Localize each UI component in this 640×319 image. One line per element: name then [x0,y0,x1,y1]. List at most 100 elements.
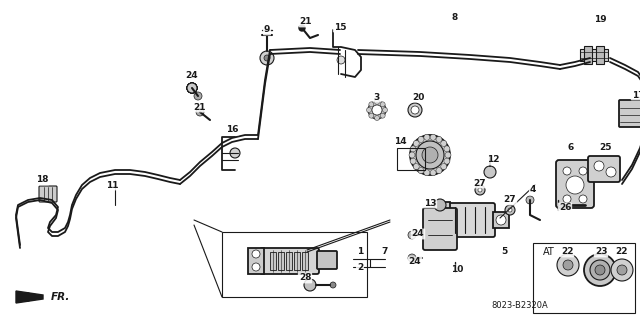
Circle shape [304,279,316,291]
Circle shape [187,83,197,93]
Text: 18: 18 [36,175,48,184]
Text: FR.: FR. [51,292,70,302]
Circle shape [424,134,430,140]
Bar [222,232,367,297]
Circle shape [372,105,382,115]
Text: 21: 21 [194,102,206,112]
Text: 15: 15 [333,23,346,32]
Circle shape [418,167,424,174]
Text: 22: 22 [561,248,573,256]
Circle shape [413,164,419,170]
Circle shape [557,254,579,276]
Circle shape [408,231,416,239]
Circle shape [187,83,197,93]
FancyBboxPatch shape [588,156,620,182]
FancyBboxPatch shape [317,251,337,269]
Circle shape [606,167,616,177]
Circle shape [252,250,260,258]
Circle shape [424,170,430,176]
Bar [580,49,608,61]
Circle shape [444,146,450,152]
Circle shape [430,170,436,176]
Bar [584,46,592,64]
Circle shape [187,83,197,93]
Circle shape [590,260,610,280]
Circle shape [439,226,447,234]
Circle shape [595,265,605,275]
Circle shape [439,206,447,214]
Circle shape [411,106,419,114]
Circle shape [380,113,385,118]
Circle shape [563,167,571,175]
Circle shape [410,135,450,175]
Circle shape [475,185,485,195]
Bar [286,252,292,270]
Circle shape [410,146,416,152]
Circle shape [436,137,442,142]
Bar [302,252,308,270]
FancyBboxPatch shape [619,100,640,127]
Text: 20: 20 [412,93,424,101]
Text: 5: 5 [501,248,507,256]
Circle shape [409,152,415,158]
Circle shape [260,51,274,65]
Circle shape [617,265,627,275]
Bar [397,148,425,170]
Polygon shape [16,291,43,303]
Text: 7: 7 [382,248,388,256]
Circle shape [563,195,571,203]
Circle shape [410,158,416,164]
Circle shape [374,100,380,105]
Text: 2: 2 [357,263,363,272]
Circle shape [422,147,438,163]
Text: 3: 3 [374,93,380,101]
Circle shape [579,167,587,175]
Circle shape [508,208,512,212]
Circle shape [194,92,202,100]
Text: 23: 23 [595,248,607,256]
Circle shape [445,152,451,158]
Text: AT: AT [543,247,555,257]
Circle shape [505,205,515,215]
Text: 11: 11 [106,181,118,189]
Text: 24: 24 [412,229,424,239]
Circle shape [383,108,387,113]
Circle shape [369,113,374,118]
Circle shape [299,25,305,31]
FancyBboxPatch shape [423,208,457,250]
Circle shape [579,195,587,203]
Circle shape [337,56,345,64]
Circle shape [430,134,436,140]
Bar [248,248,264,274]
Circle shape [413,140,419,146]
Text: 24: 24 [409,257,421,266]
Circle shape [374,115,380,121]
Circle shape [444,158,450,164]
Circle shape [367,108,371,113]
Circle shape [408,254,416,262]
Circle shape [196,108,204,116]
Bar [533,243,635,313]
FancyBboxPatch shape [39,186,57,202]
Text: 16: 16 [226,125,238,135]
Text: 22: 22 [616,248,628,256]
Text: 10: 10 [451,265,463,275]
Circle shape [369,102,374,107]
Circle shape [230,148,240,158]
Circle shape [566,176,584,194]
Text: 9: 9 [264,26,270,34]
Bar [493,212,509,228]
Circle shape [418,137,424,142]
Bar [278,252,284,270]
Circle shape [252,263,260,271]
Circle shape [496,215,506,225]
Circle shape [484,166,496,178]
FancyBboxPatch shape [446,203,495,237]
Text: 8: 8 [452,12,458,21]
Text: 27: 27 [474,179,486,188]
FancyBboxPatch shape [556,160,594,208]
Text: 21: 21 [300,18,312,26]
Circle shape [368,101,386,119]
Text: 4: 4 [530,186,536,195]
Circle shape [187,83,197,93]
